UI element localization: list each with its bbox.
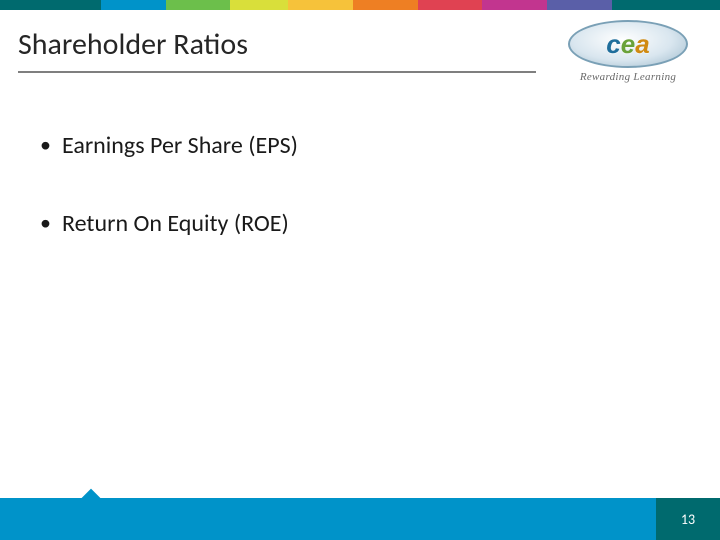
stripe-segment [612, 0, 720, 10]
title-block: Shareholder Ratios [18, 22, 536, 73]
slide: Shareholder Ratios cea Rewarding Learnin… [0, 0, 720, 540]
page-number: 13 [681, 511, 695, 528]
header-row: Shareholder Ratios cea Rewarding Learnin… [0, 10, 720, 83]
bullet-list: Earnings Per Share (EPS) Return On Equity… [40, 131, 680, 239]
logo-letters: cea [606, 31, 649, 57]
footer-notch [78, 489, 104, 500]
logo-letter: e [621, 31, 635, 57]
stripe-segment [353, 0, 418, 10]
stripe-segment [418, 0, 483, 10]
slide-title: Shareholder Ratios [18, 26, 536, 71]
stripe-segment [166, 0, 231, 10]
logo-letter: c [606, 31, 620, 57]
stripe-segment [547, 0, 612, 10]
stripe-segment [288, 0, 353, 10]
stripe-segment [482, 0, 547, 10]
bullet-item: Earnings Per Share (EPS) [40, 131, 680, 161]
logo-area: cea Rewarding Learning [554, 20, 702, 83]
stripe-segment [230, 0, 288, 10]
logo-tagline: Rewarding Learning [580, 71, 676, 83]
footer-notch-wrap [78, 488, 104, 500]
stripe-segment [101, 0, 166, 10]
footer-bar: 13 [0, 498, 720, 540]
logo-ellipse: cea [568, 20, 688, 68]
stripe-segment [0, 0, 101, 10]
title-underline [18, 71, 536, 73]
bullet-item: Return On Equity (ROE) [40, 209, 680, 239]
logo-letter: a [635, 31, 649, 57]
content-area: Earnings Per Share (EPS) Return On Equity… [0, 83, 720, 540]
footer-page-box: 13 [656, 498, 720, 540]
top-stripe [0, 0, 720, 10]
footer-main [0, 498, 656, 540]
